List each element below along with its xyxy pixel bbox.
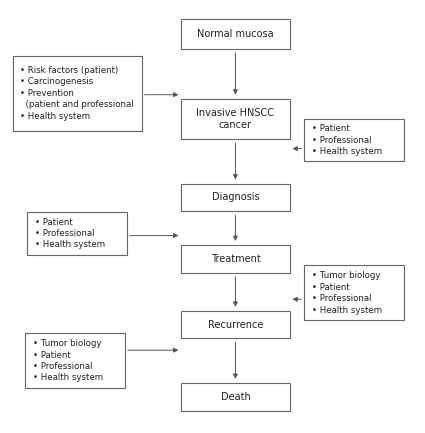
Bar (181, 311, 289, 339)
Text: Death: Death (221, 392, 250, 402)
Text: Treatment: Treatment (210, 254, 260, 264)
Text: • Patient
• Professional
• Health system: • Patient • Professional • Health system (35, 217, 105, 249)
Bar (27, 212, 127, 255)
Text: Invasive HNSCC
cancer: Invasive HNSCC cancer (196, 107, 275, 130)
Bar (304, 265, 404, 320)
Bar (181, 184, 289, 211)
Bar (181, 99, 289, 139)
Bar (181, 19, 289, 49)
Bar (25, 333, 125, 388)
Text: • Tumor biology
• Patient
• Professional
• Health system: • Tumor biology • Patient • Professional… (33, 339, 103, 382)
Bar (13, 56, 142, 131)
Bar (181, 383, 289, 410)
Text: • Risk factors (patient)
• Carcinogenesis
• Prevention
  (patient and profession: • Risk factors (patient) • Carcinogenesi… (20, 66, 134, 121)
Text: • Tumor biology
• Patient
• Professional
• Health system: • Tumor biology • Patient • Professional… (312, 271, 382, 314)
Bar (181, 245, 289, 273)
Text: Diagnosis: Diagnosis (212, 192, 259, 202)
Text: Recurrence: Recurrence (208, 320, 263, 330)
Bar (304, 119, 404, 162)
Text: Normal mucosa: Normal mucosa (197, 29, 274, 39)
Text: • Patient
• Professional
• Health system: • Patient • Professional • Health system (312, 124, 382, 156)
